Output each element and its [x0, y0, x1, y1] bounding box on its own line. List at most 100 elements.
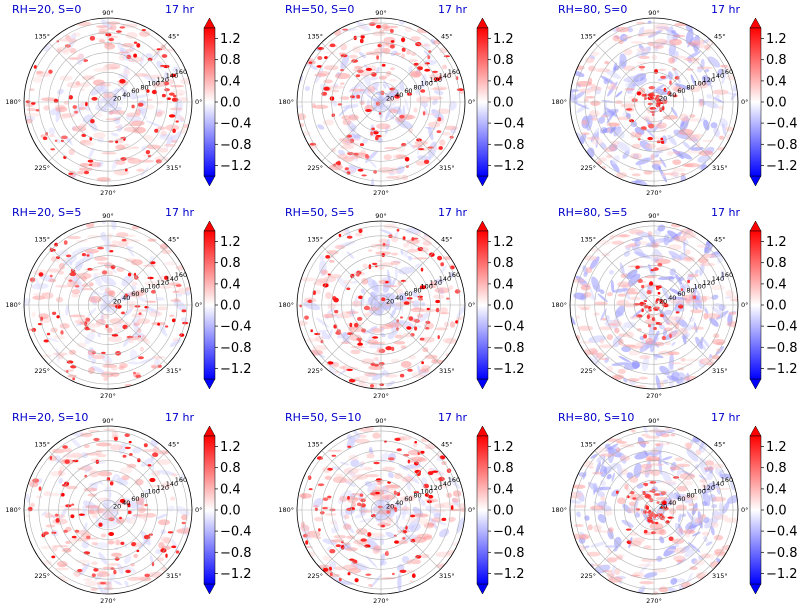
field-patch — [143, 489, 151, 494]
field-patch — [160, 482, 172, 489]
field-patch — [713, 534, 724, 541]
field-patch — [668, 57, 676, 64]
convective-cell — [389, 44, 395, 49]
angle-tick-label: 315° — [712, 367, 728, 375]
polar-grid — [570, 426, 738, 594]
grid-spoke — [48, 245, 109, 306]
radial-tick-label: 40 — [668, 294, 676, 302]
field-patch — [351, 300, 362, 307]
field-patch — [672, 34, 686, 38]
convective-cell — [435, 299, 441, 304]
field-patch — [155, 297, 165, 301]
field-patch — [110, 372, 120, 377]
convective-cell — [319, 511, 325, 515]
angle-tick-label: 135° — [34, 440, 50, 448]
radial-tick-label: 20 — [113, 503, 121, 511]
field-patch — [659, 529, 667, 536]
field-patch — [671, 371, 680, 381]
field-patch — [94, 256, 108, 261]
field-patch — [610, 279, 615, 293]
convective-cell — [171, 545, 177, 549]
field-patch — [55, 110, 61, 123]
field-patch — [684, 249, 691, 256]
field-patch — [111, 240, 119, 244]
field-patch — [301, 493, 307, 500]
field-patch — [397, 512, 402, 519]
convective-cell — [394, 94, 401, 99]
field-patch — [395, 154, 408, 159]
field-patch — [113, 327, 122, 333]
convective-cell — [308, 61, 313, 64]
colorbar: 1.20.80.40.0−0.4−0.8−1.2 — [203, 17, 252, 187]
field-patch — [385, 176, 400, 179]
convective-cell — [648, 86, 656, 90]
field-patch — [46, 337, 60, 342]
field-patch — [429, 281, 438, 289]
field-patch — [133, 322, 140, 326]
field-patch — [613, 65, 620, 71]
field-patch — [98, 39, 106, 43]
field-patch — [101, 508, 113, 516]
field-patch — [313, 504, 319, 508]
convective-cell — [675, 311, 680, 314]
convective-cell — [135, 374, 142, 379]
radial-tick-label: 80 — [413, 83, 421, 91]
convective-cell — [405, 525, 408, 530]
convective-cell — [389, 87, 396, 91]
field-patch — [350, 280, 359, 284]
panel-title: RH=50, S=5 — [285, 206, 354, 219]
grid-spoke — [380, 42, 441, 103]
grid-spoke — [107, 304, 168, 365]
radial-tick-label: 140 — [439, 72, 451, 80]
convective-cell — [69, 272, 77, 277]
field-patch — [570, 533, 584, 540]
field-patch — [146, 144, 161, 150]
field-patch — [639, 580, 654, 585]
grid-spoke — [321, 450, 382, 511]
convective-cell — [391, 346, 395, 351]
convective-cell — [91, 573, 96, 578]
convective-cell — [43, 339, 50, 343]
field-patch — [88, 510, 98, 514]
convective-cell — [414, 441, 418, 444]
colorbar-tick-label: −1.2 — [493, 362, 525, 377]
field-patch — [153, 358, 160, 366]
convective-cell — [416, 66, 423, 71]
field-patch — [400, 249, 404, 255]
field-patch — [344, 514, 350, 520]
colorbar-body — [749, 27, 762, 177]
field-patch — [159, 243, 169, 250]
radial-tick-label: 80 — [686, 491, 694, 499]
field-patch — [100, 533, 107, 538]
polar-frame — [569, 425, 739, 595]
field-patch — [133, 309, 148, 312]
field-patch — [331, 361, 340, 368]
field-patch — [606, 473, 612, 480]
colorbar-tick-label: 0.0 — [493, 96, 514, 111]
field-patch — [370, 76, 378, 81]
convective-cell — [119, 79, 126, 84]
convective-cell — [646, 290, 652, 295]
field-patch — [317, 124, 325, 130]
field-patch — [304, 85, 310, 92]
panel-title: RH=80, S=5 — [558, 206, 627, 219]
convective-cell — [660, 506, 664, 509]
convective-cell — [420, 267, 424, 272]
radial-tick-label: 60 — [677, 290, 685, 298]
field-patch — [606, 447, 622, 458]
angle-tick-label: 0° — [741, 301, 748, 309]
field-patch — [116, 267, 125, 272]
field-patch — [589, 256, 600, 270]
convective-cell — [655, 521, 659, 525]
field-patch — [702, 338, 710, 348]
convective-cell — [375, 101, 381, 106]
convective-cell — [625, 108, 633, 111]
field-patch — [599, 339, 605, 344]
field-patch — [75, 80, 81, 86]
convective-cell — [417, 148, 425, 151]
convective-cell — [91, 96, 98, 101]
field-patch — [382, 83, 387, 89]
field-patch — [115, 539, 120, 546]
field-patch — [628, 167, 636, 171]
field-patch — [398, 292, 407, 302]
